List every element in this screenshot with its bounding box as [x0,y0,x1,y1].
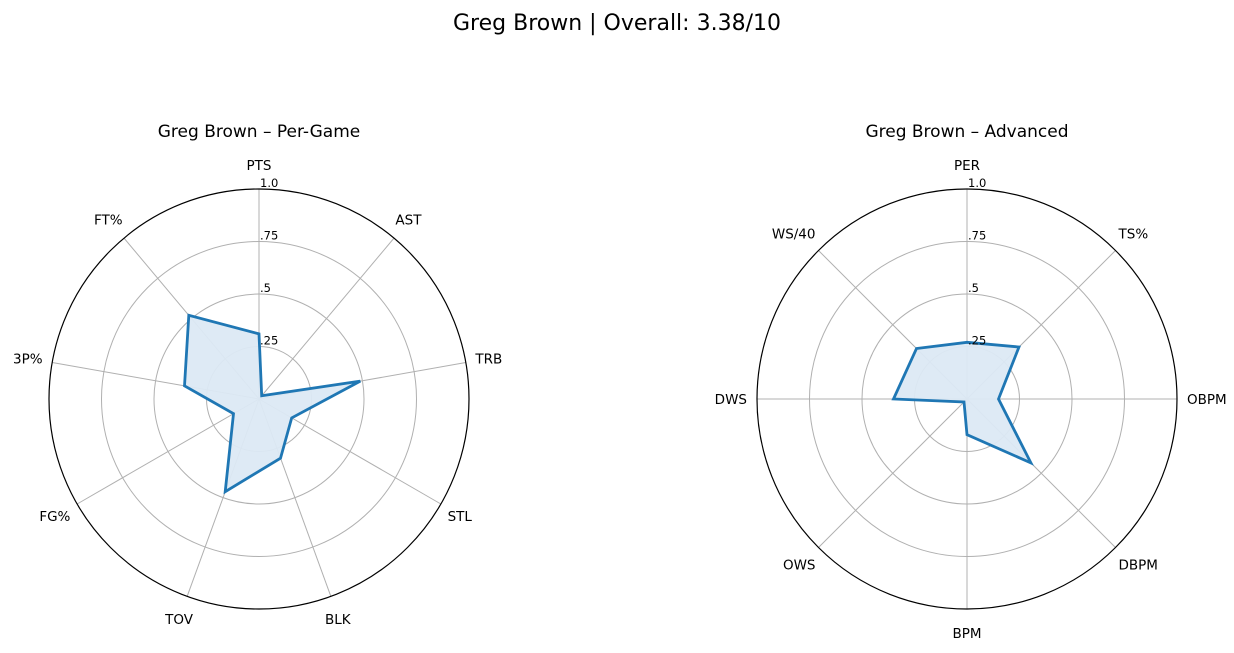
r-tick-label: 1.0 [968,176,986,190]
polar-frame [48,188,470,610]
polar-frame [756,188,1178,610]
figure-title: Greg Brown | Overall: 3.38/10 [453,11,781,36]
series-area [893,342,1031,463]
axis-label-stl: STL [448,509,473,525]
axis-label-tov: TOV [164,612,194,628]
axis-label-fg-pct: FG% [39,509,70,525]
radar-chart-advanced: Greg Brown – Advanced .25 .5 .75 1.0 PER TS% OB… [715,122,1227,642]
grid-spoke [258,237,395,400]
r-tick-label: .75 [968,229,986,243]
r-tick-label: .5 [968,281,979,295]
axis-label-per: PER [954,158,980,174]
axis-label-ts-pct: TS% [1118,227,1149,243]
axis-label-blk: BLK [325,612,352,628]
series-line [891,340,1034,466]
axis-label-dws: DWS [715,392,747,408]
chart-title: Greg Brown – Per-Game [158,122,360,142]
r-tick-label: 1.0 [260,176,278,190]
radar-chart-per-game: Greg Brown – Per-Game .25 .5 .75 1.0 PTS AST TR… [13,122,502,628]
r-tick-label: .25 [260,334,278,348]
series-area [184,315,361,492]
axis-label-bpm: BPM [952,626,981,642]
axis-label-dbpm: DBPM [1119,558,1158,574]
axis-label-3p-pct: 3P% [13,351,43,367]
axis-label-ws-40: WS/40 [772,227,816,243]
chart-title: Greg Brown – Advanced [865,122,1068,142]
axis-label-pts: PTS [247,158,272,174]
axis-label-ows: OWS [783,558,816,574]
r-tick-label: .25 [968,334,986,348]
axis-label-trb: TRB [474,351,502,367]
r-tick-label: .75 [260,229,278,243]
axis-label-ast: AST [395,213,422,229]
axis-label-ft-pct: FT% [94,213,123,229]
grid-spoke [76,398,260,505]
axis-label-obpm: OBPM [1187,392,1227,408]
r-tick-label: .5 [260,281,271,295]
series-line [183,313,361,495]
grid-spoke [818,398,968,548]
